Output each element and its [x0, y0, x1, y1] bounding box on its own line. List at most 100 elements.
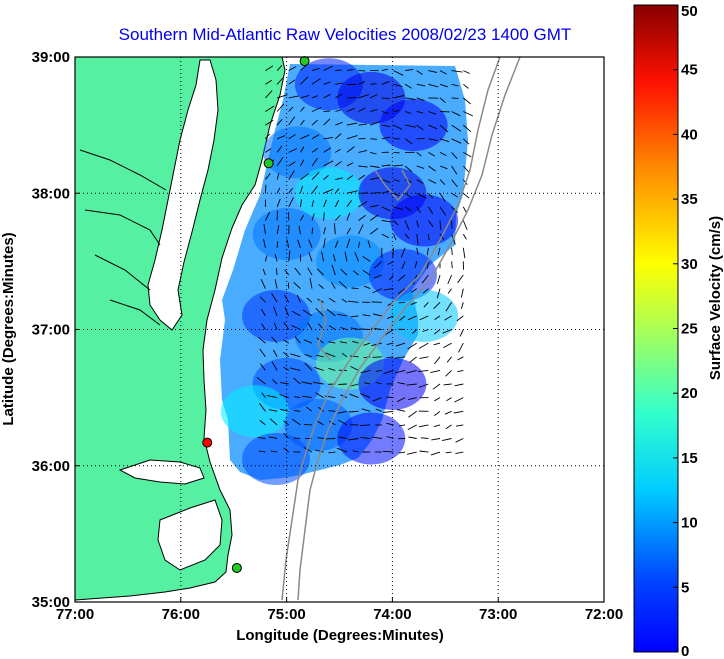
velocity-vector: [264, 184, 267, 194]
velocity-vector: [451, 138, 462, 144]
velocity-vector: [325, 352, 336, 358]
velocity-vector: [360, 424, 371, 427]
pamlico-sound: [157, 499, 223, 571]
x-tick-label: 75:00: [267, 606, 305, 623]
velocity-vector: [276, 103, 285, 112]
velocity-vector: [416, 234, 419, 245]
velocity-vector: [386, 436, 394, 439]
colorbar-tick-label: 0: [681, 643, 689, 659]
grid-lines: [75, 57, 604, 602]
velocity-vector: [352, 450, 359, 453]
velocity-vector: [276, 118, 283, 126]
velocity-vector: [258, 450, 266, 453]
velocity-vector: [304, 362, 313, 371]
velocity-vector: [419, 450, 429, 453]
velocity-vector: [323, 227, 326, 235]
colorbar-tick-label: 30: [681, 256, 698, 273]
station-marker: [202, 437, 213, 448]
station-marker: [263, 158, 274, 169]
velocity-vector: [358, 107, 366, 112]
velocity-vector: [288, 116, 296, 126]
velocity-vector: [323, 110, 331, 112]
velocity-vector: [463, 70, 470, 74]
velocity-vector: [308, 252, 313, 262]
velocity-vector: [407, 424, 417, 430]
speed-patch: [337, 412, 406, 465]
velocity-vector: [311, 119, 318, 126]
velocity-vector: [323, 93, 331, 99]
river-4: [109, 299, 161, 326]
velocity-vector: [284, 307, 290, 317]
velocity-vector: [392, 247, 394, 258]
velocity-vector: [457, 356, 464, 361]
velocity-vector: [306, 297, 313, 303]
velocity-vector: [457, 274, 464, 284]
x-tick-label: 76:00: [162, 606, 200, 623]
velocity-vector: [276, 76, 285, 85]
chart-title: Southern Mid-Atlantic Raw Velocities 200…: [119, 25, 572, 44]
velocity-vector: [359, 328, 371, 330]
velocity-vector: [311, 200, 314, 207]
velocity-vector: [288, 170, 295, 180]
velocity-vector: [294, 396, 301, 399]
velocity-vector: [276, 225, 280, 235]
velocity-vector: [433, 424, 441, 428]
velocity-vector: [451, 192, 459, 198]
velocity-vector: [311, 213, 315, 221]
y-tick-label: 38:00: [32, 185, 70, 202]
velocity-vector: [315, 449, 324, 453]
velocity-vector: [302, 395, 313, 399]
velocity-vector: [311, 134, 320, 140]
velocity-vector: [416, 179, 424, 184]
velocity-vector: [303, 447, 313, 453]
velocity-vector: [358, 94, 369, 99]
y-tick-label: 37:00: [32, 322, 70, 339]
velocity-vector: [358, 201, 368, 208]
velocity-vector: [335, 93, 343, 99]
velocity-vector: [316, 354, 324, 358]
velocity-vector: [346, 212, 351, 221]
velocity-vector: [346, 135, 358, 140]
velocity-vector: [439, 179, 446, 186]
velocity-vector: [442, 438, 452, 442]
velocity-vector: [459, 329, 464, 337]
velocity-vector: [346, 227, 351, 235]
velocity-vector: [257, 436, 266, 439]
velocity-vector: [323, 160, 334, 167]
velocity-vector: [264, 255, 268, 262]
velocity-vector: [399, 424, 406, 427]
velocity-vector: [463, 124, 472, 133]
velocity-vector: [393, 233, 397, 241]
velocity-vector: [443, 342, 452, 348]
velocity-vector: [434, 410, 441, 416]
velocity-vector: [317, 437, 324, 439]
velocity-vector: [416, 206, 422, 214]
velocity-vector: [358, 123, 367, 126]
velocity-vector: [393, 206, 403, 210]
velocity-vector: [283, 420, 289, 426]
velocity-vector: [323, 238, 326, 248]
velocity-vector: [455, 451, 464, 455]
velocity-vector: [381, 233, 390, 239]
velocity-vector: [316, 268, 324, 276]
velocity-vector: [387, 315, 394, 320]
velocity-vector: [288, 187, 294, 194]
velocity-vector: [347, 300, 359, 303]
velocity-vector: [340, 326, 348, 330]
velocity-vector: [446, 356, 452, 363]
velocity-vector: [300, 172, 310, 180]
velocity-vector: [273, 306, 278, 317]
velocity-vector: [346, 107, 355, 112]
velocity-vector: [276, 64, 283, 71]
velocity-vector: [328, 410, 336, 412]
velocity-vector: [288, 148, 297, 153]
velocity-vector: [279, 394, 289, 399]
colorbar-gradient: [633, 4, 679, 653]
velocity-vector: [299, 199, 303, 207]
velocity-vector: [260, 308, 266, 317]
velocity-vector: [288, 79, 296, 85]
velocity-vector: [393, 124, 403, 130]
velocity-vector: [273, 349, 278, 358]
velocity-vector: [307, 267, 313, 276]
